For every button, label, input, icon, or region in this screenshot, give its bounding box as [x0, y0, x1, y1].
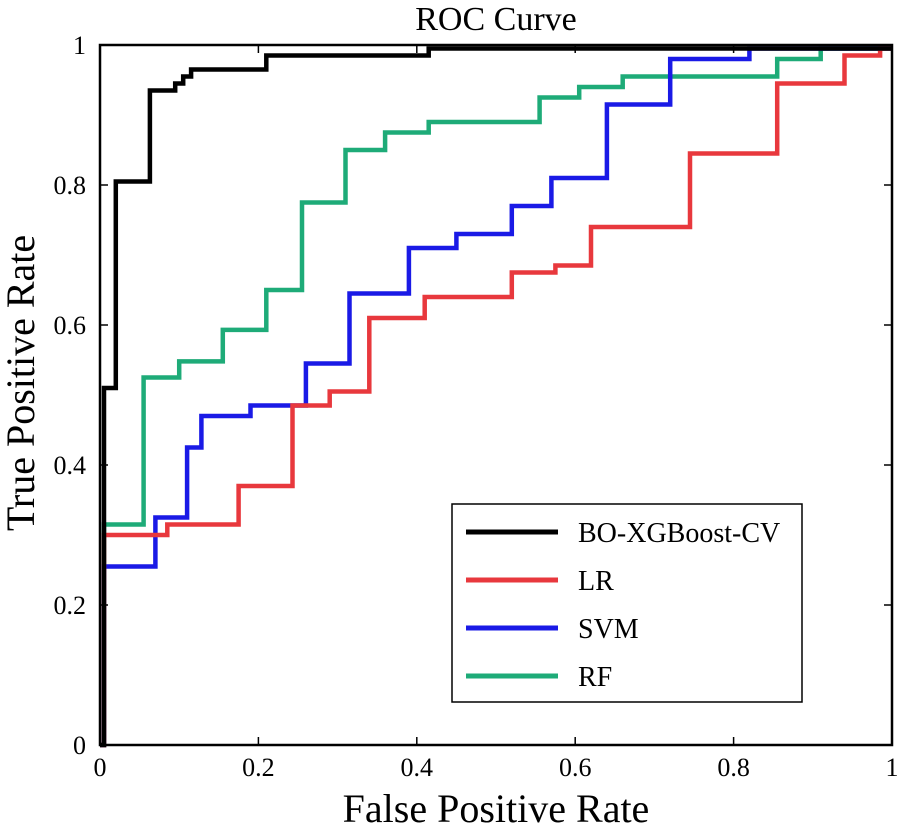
x-tick-label: 0.2: [242, 753, 275, 782]
y-tick-label: 0.6: [54, 311, 87, 340]
x-tick-label: 0.4: [401, 753, 434, 782]
series-line-bo-xgboost-cv: [100, 46, 892, 748]
plot-frame: [98, 43, 894, 747]
legend-box: [451, 503, 803, 703]
x-axis-label: False Positive Rate: [343, 786, 650, 829]
curves-layer: [100, 46, 892, 748]
x-axis-ticks: 0 0.2 0.4 0.6 0.8 1: [94, 45, 899, 782]
x-tick-label: 0.6: [559, 753, 592, 782]
legend-entry-label: SVM: [578, 614, 639, 645]
legend-entry-label: BO-XGBoost-CV: [578, 518, 780, 549]
y-tick-label: 0.2: [54, 591, 87, 620]
x-tick-label: 0: [94, 753, 107, 782]
y-tick-label: 0.4: [54, 451, 87, 480]
y-axis-label: True Positive Rate: [0, 235, 43, 531]
legend: BO-XGBoost-CV LR SVM RF: [451, 503, 803, 703]
chart-title: ROC Curve: [415, 1, 577, 38]
series-line-svm: [100, 46, 892, 748]
series-line-lr: [100, 46, 892, 748]
y-axis-ticks: 0 0.2 0.4 0.6 0.8 1: [54, 31, 892, 760]
legend-entry-label: LR: [578, 566, 614, 597]
x-tick-label: 0.8: [717, 753, 750, 782]
y-tick-label: 1: [73, 31, 86, 60]
legend-entry-label: RF: [578, 662, 612, 693]
y-tick-label: 0: [73, 731, 86, 760]
x-tick-label: 1: [886, 753, 899, 782]
series-line-rf: [100, 46, 892, 748]
y-tick-label: 0.8: [54, 171, 87, 200]
